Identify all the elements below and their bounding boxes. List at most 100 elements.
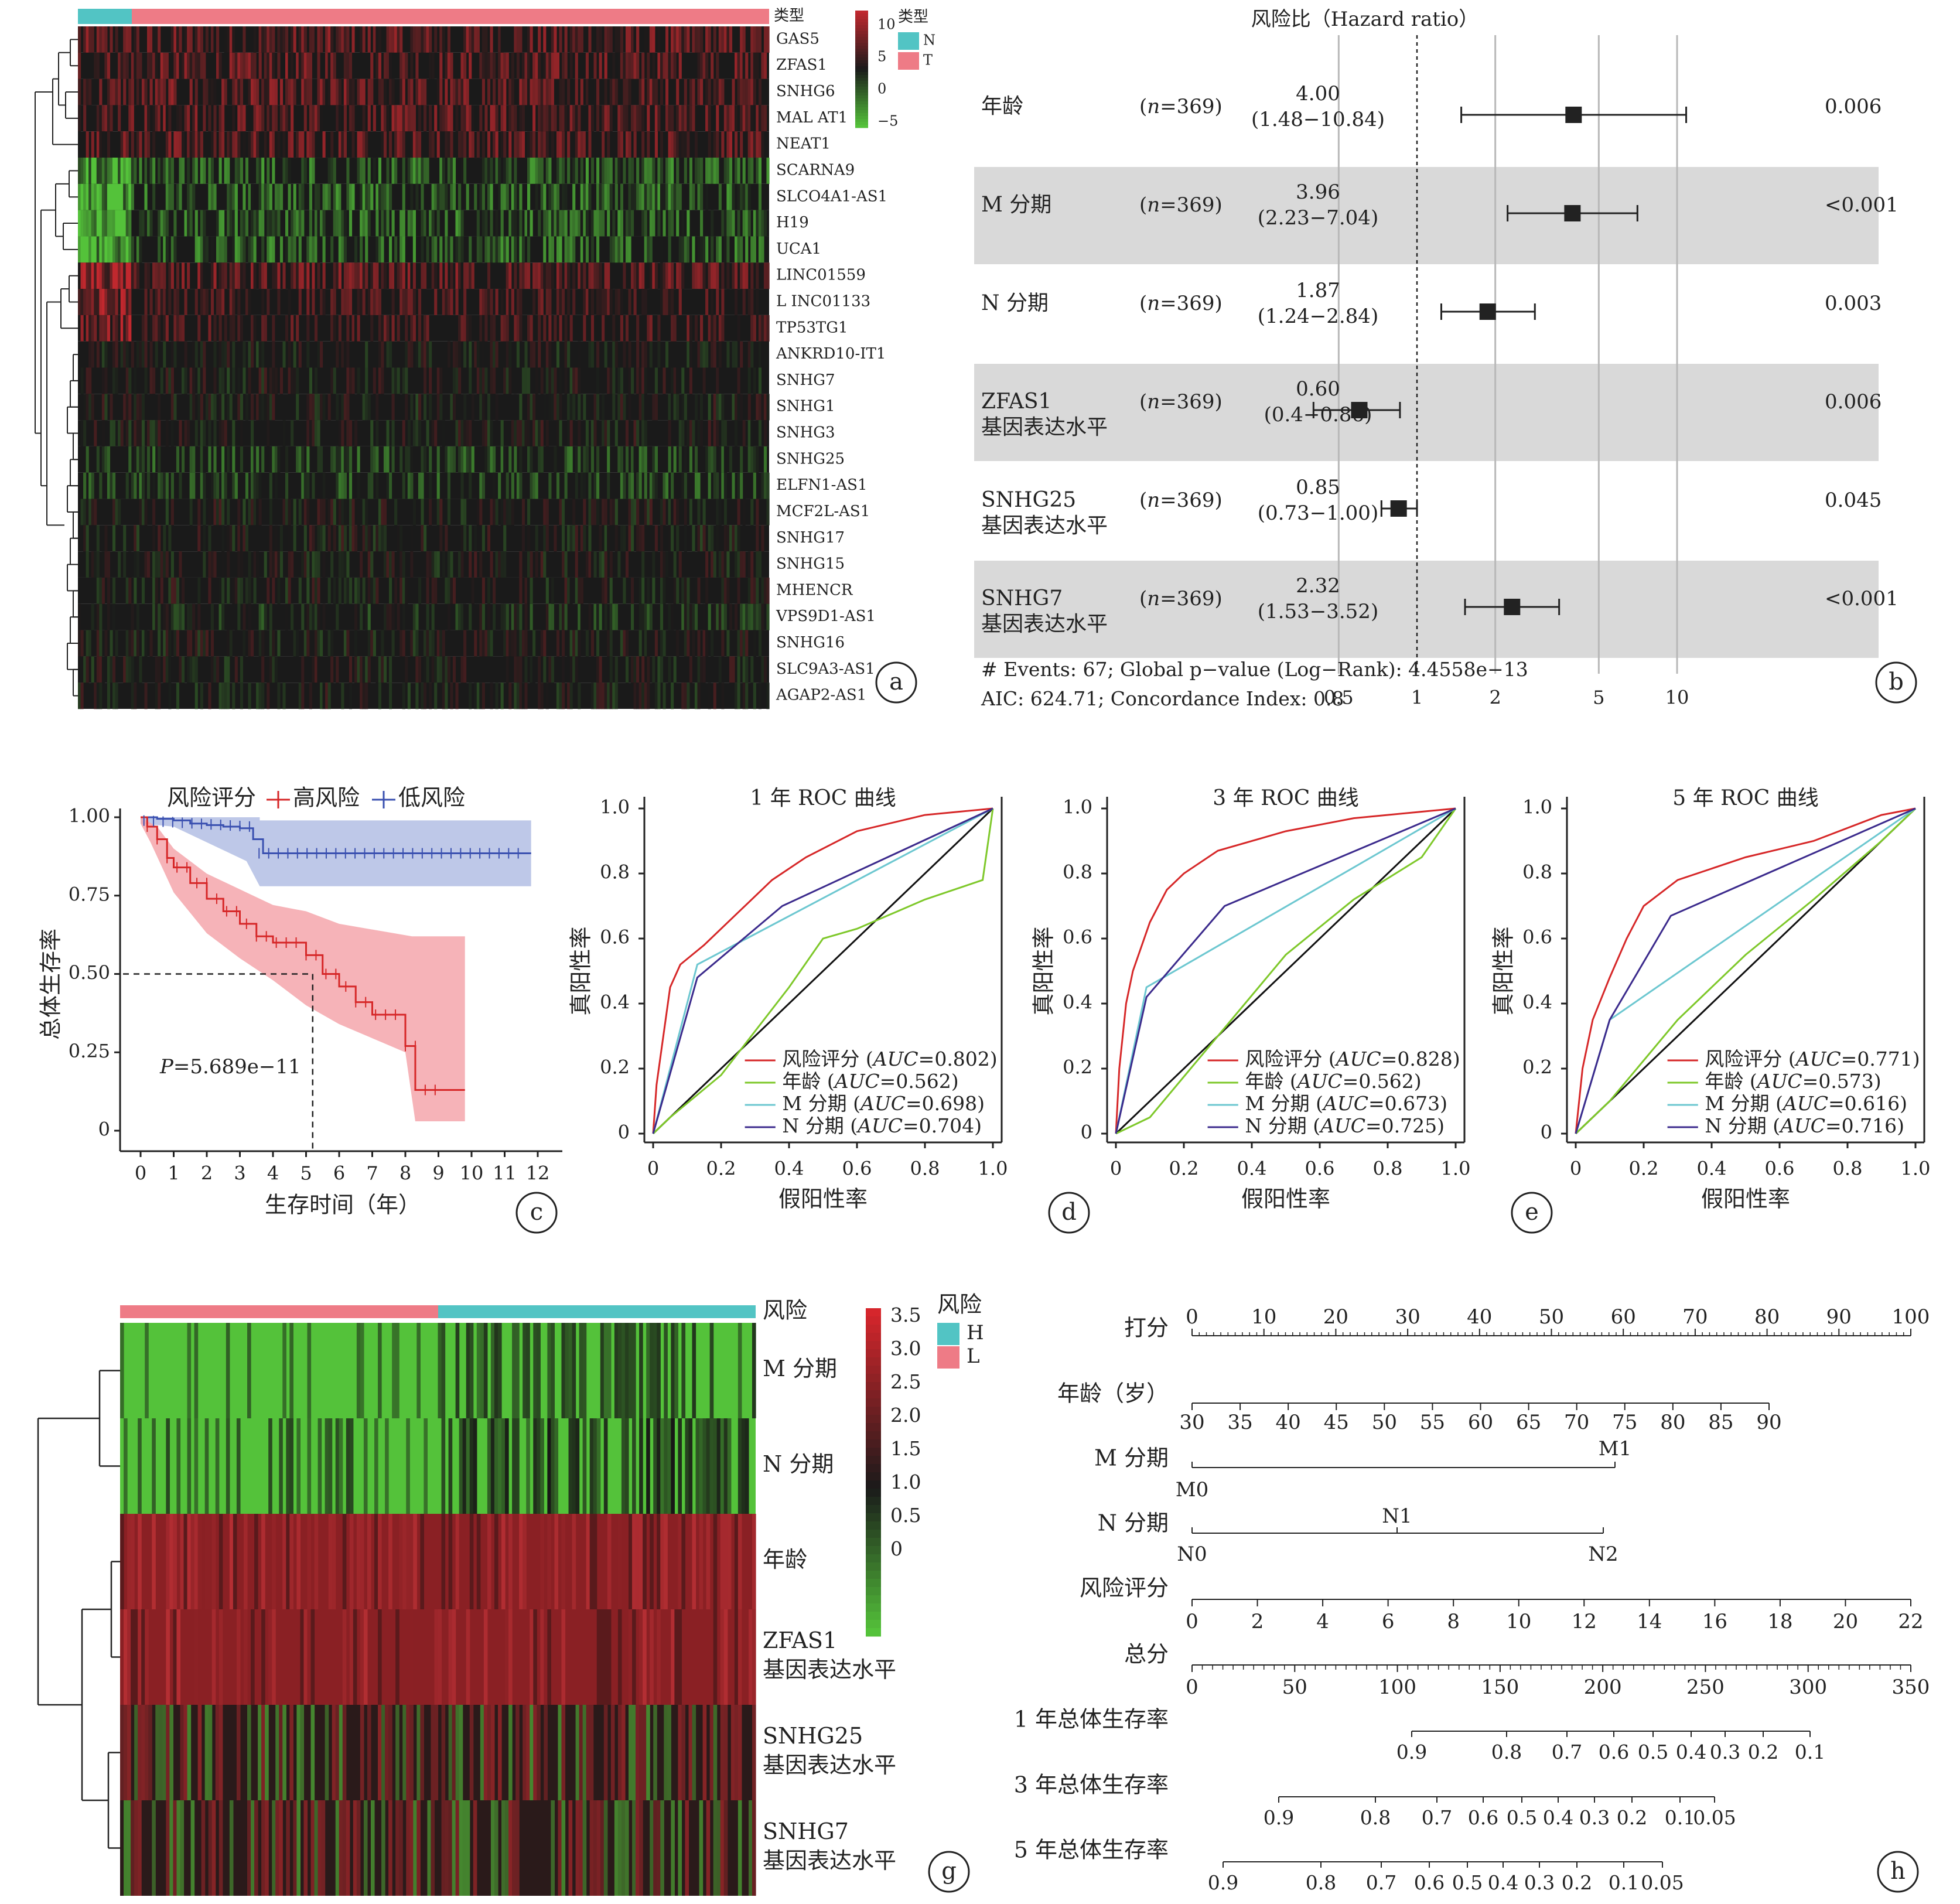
heatmap-cell [703,656,706,683]
risk-heatmap-cell [681,1323,685,1418]
heatmap-cell [543,210,546,237]
risk-heatmap-cell [618,1800,622,1896]
heatmap-cell [596,656,599,683]
heatmap-cell [421,262,424,289]
heatmap-cell [588,289,591,315]
heatmap-cell [397,525,400,551]
risk-heatmap-cell [533,1705,537,1800]
heatmap-cell [668,131,671,158]
heatmap-cell [288,184,291,210]
heatmap-cell [578,368,581,394]
heatmap-cell [301,262,304,289]
heatmap-cell [546,210,549,237]
heatmap-cell [344,394,347,420]
heatmap-cell [155,53,158,79]
heatmap-cell [392,79,395,105]
heatmap-cell [458,79,461,105]
heatmap-cell [448,499,450,526]
heatmap-cell [644,420,647,446]
heatmap-cell [641,210,644,237]
heatmap-cell [437,210,440,237]
heatmap-cell [501,499,504,526]
gene-label: VPS9D1-AS1 [776,608,876,625]
heatmap-cell [469,446,472,473]
heatmap-cell [365,184,368,210]
nomogram-tick-label: 22 [1898,1610,1923,1633]
risk-heatmap-cell [643,1705,647,1800]
panel-label-text: e [1525,1199,1539,1226]
heatmap-cell [351,26,354,53]
heatmap-cell [750,551,753,578]
heatmap-cell [477,26,480,53]
heatmap-cell [192,630,195,657]
heatmap-cell [336,394,339,420]
heatmap-cell [248,184,251,210]
heatmap-cell [315,105,317,131]
heatmap-cell [748,420,751,446]
heatmap-cell [519,315,522,342]
heatmap-cell [647,131,650,158]
heatmap-cell [99,289,102,315]
panel-label-text: b [1889,668,1904,695]
roc-ytick-label: 0.8 [600,861,630,883]
heatmap-cell [615,420,618,446]
heatmap-cell [144,368,147,394]
heatmap-cell [203,342,206,368]
heatmap-cell [743,630,746,657]
heatmap-cell [410,473,413,499]
heatmap-cell [415,184,418,210]
gene-label: SNHG7 [776,371,835,389]
colorbar-tick: 2.0 [890,1404,921,1427]
heatmap-cell [487,446,490,473]
risk-heatmap-cell [466,1514,470,1609]
heatmap-cell [277,551,280,578]
risk-heatmap-cell [434,1705,438,1800]
heatmap-cell [506,342,509,368]
risk-heatmap-cell [713,1800,718,1896]
heatmap-cell [139,446,142,473]
heatmap-cell [458,262,461,289]
heatmap-cell [700,210,703,237]
heatmap-cell [171,236,174,262]
heatmap-cell [535,158,538,184]
heatmap-cell [570,26,573,53]
heatmap-cell [399,105,402,131]
heatmap-cell [636,420,639,446]
heatmap-cell [317,551,320,578]
heatmap-cell [91,236,94,262]
heatmap-cell [538,656,541,683]
heatmap-cell [200,53,203,79]
heatmap-cell [235,79,238,105]
heatmap-cell [104,262,107,289]
heatmap-cell [221,210,224,237]
heatmap-cell [759,683,762,709]
heatmap-cell [291,131,293,158]
heatmap-cell [259,604,262,630]
heatmap-cell [532,656,535,683]
heatmap-cell [323,473,326,499]
heatmap-cell [424,210,426,237]
heatmap-cell [150,79,153,105]
risk-heatmap-cell [343,1705,347,1800]
heatmap-cell [187,53,190,79]
heatmap-cell [546,342,549,368]
risk-heatmap-cell [498,1418,502,1514]
heatmap-cell [501,210,504,237]
heatmap-cell [708,158,711,184]
km-legend-low: 低风险 [398,785,465,811]
heatmap-cell [477,604,480,630]
heatmap-cell [158,394,161,420]
heatmap-cell [112,420,115,446]
heatmap-cell [562,131,565,158]
heatmap-cell [599,184,602,210]
heatmap-cell [663,630,665,657]
risk-heatmap-cell [699,1800,704,1896]
heatmap-cell [155,656,158,683]
nomogram-tick-label: 90 [1826,1305,1852,1329]
heatmap-cell [301,446,304,473]
heatmap-cell [641,394,644,420]
heatmap-cell [349,105,352,131]
heatmap-cell [681,262,684,289]
